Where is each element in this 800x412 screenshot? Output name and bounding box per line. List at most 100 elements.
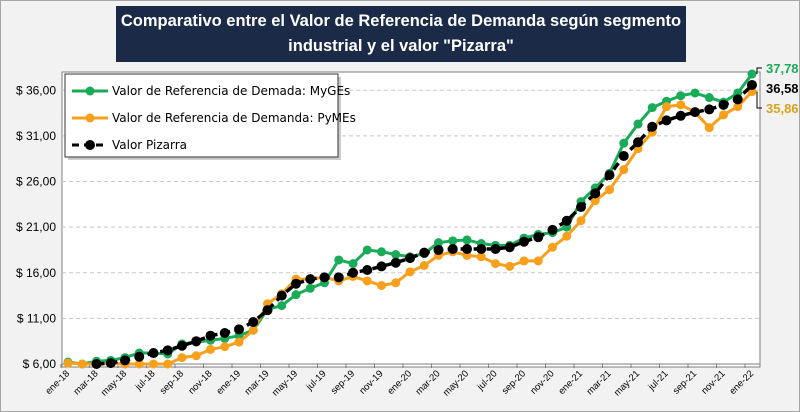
- callout-line: [756, 91, 762, 109]
- data-point: [305, 283, 315, 293]
- data-point: [234, 324, 244, 335]
- data-label: 36,58: [766, 81, 799, 96]
- data-point: [690, 107, 700, 118]
- data-point: [163, 359, 173, 369]
- y-tick-label: $ 16,00: [16, 266, 56, 280]
- x-tick-label: mar-18: [72, 368, 101, 397]
- data-label: 37,78: [766, 61, 799, 76]
- data-point: [533, 256, 543, 266]
- data-point: [149, 359, 158, 369]
- data-point: [390, 257, 401, 268]
- data-label: 35,86: [766, 101, 799, 116]
- data-point: [747, 79, 757, 90]
- data-point: [377, 281, 386, 291]
- data-point: [77, 359, 87, 369]
- callout-line: [756, 67, 762, 75]
- data-point: [405, 253, 415, 264]
- data-point: [191, 351, 201, 361]
- data-point: [562, 231, 572, 241]
- data-point: [219, 327, 230, 338]
- data-point: [647, 103, 657, 113]
- x-tick-label: ene-20: [385, 368, 414, 397]
- data-point: [690, 88, 700, 98]
- data-point: [377, 247, 386, 257]
- x-tick-label: jul-19: [304, 368, 329, 393]
- x-tick-label: may-20: [441, 368, 471, 398]
- data-point: [348, 259, 358, 269]
- data-point: [319, 272, 330, 283]
- data-point: [732, 94, 743, 105]
- data-point: [576, 202, 586, 213]
- data-point: [248, 325, 258, 335]
- data-point: [105, 358, 116, 369]
- data-point: [576, 216, 586, 226]
- data-point: [276, 290, 287, 301]
- x-tick-label: sep-19: [329, 368, 357, 396]
- data-point: [747, 69, 757, 79]
- data-point: [605, 185, 614, 195]
- x-tick-label: ene-19: [214, 368, 243, 397]
- data-point: [148, 348, 159, 359]
- data-point: [391, 278, 401, 288]
- data-point: [561, 215, 572, 226]
- data-point: [63, 358, 73, 368]
- data-point: [618, 150, 629, 161]
- data-point: [476, 252, 486, 262]
- data-point: [248, 317, 259, 328]
- x-tick-label: jul-21: [646, 368, 671, 393]
- x-tick-label: mar-21: [585, 368, 614, 397]
- data-point: [676, 91, 686, 101]
- legend-swatch-marker: [85, 113, 95, 123]
- y-tick-label: $ 21,00: [16, 220, 56, 234]
- x-tick-label: nov-19: [357, 368, 385, 396]
- data-point: [675, 110, 686, 121]
- data-point: [519, 236, 529, 247]
- data-point: [491, 259, 500, 269]
- data-point: [177, 353, 187, 363]
- legend: Valor de Referencia de Demada: MyGEs Valo…: [64, 73, 356, 160]
- data-point: [647, 121, 658, 132]
- legend-box: [64, 73, 339, 158]
- data-point: [91, 359, 102, 369]
- legend-swatch-marker: [85, 140, 95, 150]
- data-point: [191, 336, 202, 347]
- data-point: [448, 236, 458, 246]
- data-point: [376, 261, 387, 272]
- data-point: [205, 330, 216, 341]
- x-tick-label: jul-18: [133, 368, 158, 393]
- data-point: [419, 260, 429, 270]
- data-point: [447, 244, 458, 255]
- data-point: [305, 274, 316, 285]
- data-point: [277, 301, 287, 311]
- data-point: [162, 345, 173, 356]
- data-point: [177, 340, 187, 351]
- data-point: [547, 224, 558, 235]
- data-point: [120, 355, 130, 366]
- data-point: [704, 93, 714, 103]
- x-tick-label: mar-19: [243, 368, 272, 397]
- data-point: [362, 265, 373, 276]
- x-tick-label: may-18: [99, 368, 129, 398]
- x-tick-label: nov-18: [186, 368, 214, 396]
- data-point: [333, 272, 344, 283]
- y-tick-label: $ 6,00: [23, 357, 57, 371]
- y-tick-label: $ 26,00: [16, 175, 56, 189]
- data-point: [519, 256, 529, 266]
- data-point: [348, 267, 358, 278]
- data-point: [619, 138, 629, 148]
- data-point: [391, 250, 401, 259]
- data-point: [419, 247, 430, 258]
- x-tick-label: sep-20: [500, 368, 528, 396]
- x-tick-label: ene-21: [556, 368, 585, 397]
- data-point: [362, 276, 372, 286]
- x-tick-label: ene-22: [727, 368, 756, 397]
- data-point: [718, 99, 729, 110]
- x-tick-label: mar-20: [414, 368, 443, 397]
- data-point: [661, 115, 672, 126]
- chart-title: Comparativo entre el Valor de Referencia…: [116, 6, 686, 62]
- data-point: [433, 244, 444, 255]
- data-point: [134, 351, 145, 362]
- data-point: [291, 278, 301, 289]
- data-point: [662, 102, 671, 112]
- data-point: [604, 170, 615, 181]
